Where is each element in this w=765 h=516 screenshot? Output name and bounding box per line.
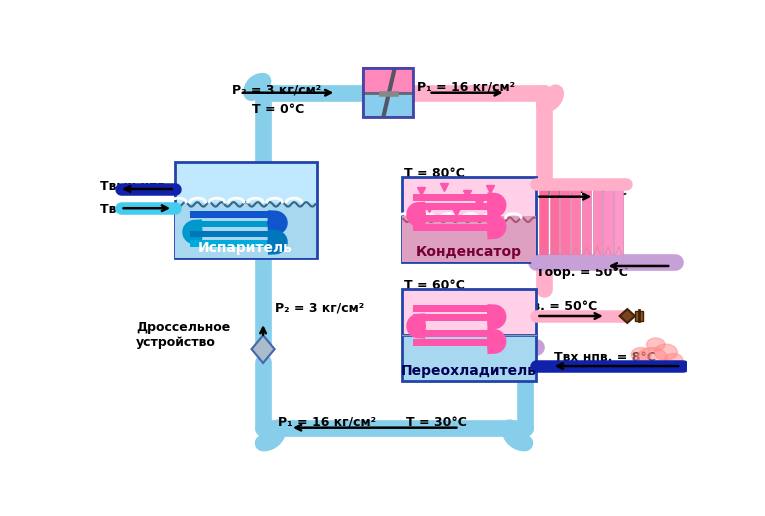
- FancyBboxPatch shape: [560, 181, 570, 259]
- FancyBboxPatch shape: [413, 224, 494, 231]
- FancyBboxPatch shape: [413, 203, 494, 210]
- Polygon shape: [646, 338, 665, 351]
- Polygon shape: [614, 247, 623, 259]
- Polygon shape: [549, 247, 558, 259]
- Text: Твых.нпв = 4°С: Твых.нпв = 4°С: [100, 180, 209, 193]
- FancyBboxPatch shape: [363, 93, 413, 117]
- FancyBboxPatch shape: [190, 220, 275, 228]
- Polygon shape: [664, 353, 682, 366]
- Polygon shape: [636, 348, 667, 369]
- FancyBboxPatch shape: [571, 181, 581, 259]
- FancyBboxPatch shape: [402, 178, 536, 262]
- Polygon shape: [539, 247, 548, 259]
- FancyBboxPatch shape: [413, 215, 494, 222]
- FancyBboxPatch shape: [582, 181, 591, 259]
- Text: Т = 80°С: Т = 80°С: [404, 167, 465, 180]
- FancyBboxPatch shape: [402, 289, 536, 335]
- FancyBboxPatch shape: [363, 68, 413, 93]
- Text: Р₁ = 16 кг/см²: Р₁ = 16 кг/см²: [417, 81, 515, 94]
- Polygon shape: [654, 344, 677, 360]
- FancyBboxPatch shape: [413, 339, 494, 346]
- FancyBboxPatch shape: [539, 181, 548, 259]
- FancyBboxPatch shape: [614, 181, 623, 259]
- Text: Твх.нпв = 8°С: Твх.нпв = 8°С: [100, 203, 197, 216]
- FancyBboxPatch shape: [190, 211, 275, 218]
- Text: Тпр. = 60°С: Тпр. = 60°С: [544, 185, 627, 198]
- FancyBboxPatch shape: [402, 216, 536, 262]
- Text: Переохладитель: Переохладитель: [401, 364, 537, 378]
- FancyBboxPatch shape: [413, 305, 494, 312]
- Polygon shape: [593, 247, 602, 259]
- FancyBboxPatch shape: [413, 194, 494, 201]
- Polygon shape: [582, 247, 591, 259]
- FancyBboxPatch shape: [593, 181, 602, 259]
- FancyBboxPatch shape: [604, 181, 613, 259]
- Text: Твх нпв. = 8°С: Твх нпв. = 8°С: [554, 351, 656, 364]
- Text: Т = 0°С: Т = 0°С: [252, 103, 304, 116]
- FancyBboxPatch shape: [190, 231, 275, 237]
- Text: Р₂ = 3 кг/см²: Р₂ = 3 кг/см²: [233, 84, 321, 97]
- Text: Т = 30°С: Т = 30°С: [405, 416, 467, 429]
- Text: Твых. гор.в. = 50°С: Твых. гор.в. = 50°С: [460, 300, 597, 313]
- Text: Дроссельное
устройство: Дроссельное устройство: [136, 321, 230, 349]
- Polygon shape: [571, 247, 581, 259]
- FancyBboxPatch shape: [402, 335, 536, 381]
- Polygon shape: [631, 347, 651, 362]
- FancyBboxPatch shape: [175, 203, 316, 259]
- Text: Р₂ = 3 кг/см²: Р₂ = 3 кг/см²: [275, 302, 364, 315]
- Polygon shape: [252, 335, 275, 363]
- FancyBboxPatch shape: [413, 314, 494, 321]
- Polygon shape: [620, 309, 635, 323]
- FancyBboxPatch shape: [174, 162, 317, 259]
- FancyBboxPatch shape: [413, 330, 494, 337]
- Text: Тобр. = 50°С: Тобр. = 50°С: [536, 266, 628, 279]
- FancyBboxPatch shape: [549, 181, 558, 259]
- Text: Т = 60°С: Т = 60°С: [404, 280, 465, 293]
- Text: Конденсатор: Конденсатор: [415, 245, 522, 259]
- Polygon shape: [604, 247, 613, 259]
- Polygon shape: [560, 247, 570, 259]
- FancyBboxPatch shape: [190, 240, 275, 247]
- Text: Р₁ = 16 кг/см²: Р₁ = 16 кг/см²: [278, 416, 376, 429]
- FancyBboxPatch shape: [635, 311, 643, 320]
- Text: Испаритель: Испаритель: [198, 241, 293, 255]
